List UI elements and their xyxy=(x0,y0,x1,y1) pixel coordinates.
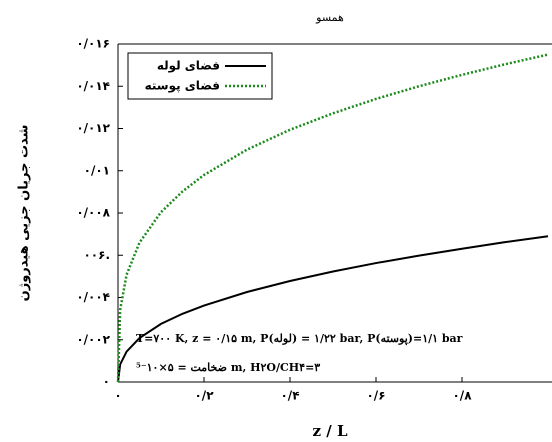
y-tick-label: ۰/۰۰۴ xyxy=(76,290,110,304)
y-tick-label: ۰۰۶. xyxy=(83,248,110,262)
y-axis-label: شدت جریان جزیی هیدروژن xyxy=(17,125,32,302)
annotation: ضخامت = ۵×۱۰⁻⁵ m, H۲O/CH۴=۳ xyxy=(136,361,320,374)
y-tick-label: ۰/۰۱۲ xyxy=(76,121,110,135)
y-tick-label: ۰/۰۱ xyxy=(84,163,110,177)
chart-title: همسو xyxy=(315,11,344,24)
x-tick-label: ۰/۴ xyxy=(280,389,299,403)
x-axis-label: z / L xyxy=(313,422,348,440)
legend-box xyxy=(127,52,273,100)
y-tick-label: ۰/۰۱۴ xyxy=(76,79,110,93)
y-tick-label: ۰/۰۰۲ xyxy=(76,332,110,346)
x-tick-label: ۰ xyxy=(114,389,121,403)
y-tick-label: ۰ xyxy=(103,375,110,389)
x-tick-label: ۰/۸ xyxy=(452,389,472,403)
x-tick-label: ۰/۶ xyxy=(366,389,385,403)
y-tick-label: ۰/۰۱۶ xyxy=(76,37,110,51)
y-tick-label: ۰/۰۰۸ xyxy=(76,206,110,220)
legend-label: فضای پوسته xyxy=(145,79,220,94)
legend-label: فضای لوله xyxy=(157,59,220,74)
series-line xyxy=(117,235,549,383)
annotation: T=۷۰۰ K, z = ۰/۱۵ m, P(لوله) = ۱/۲۲ bar,… xyxy=(136,332,463,345)
x-tick-label: ۰/۲ xyxy=(194,389,214,403)
